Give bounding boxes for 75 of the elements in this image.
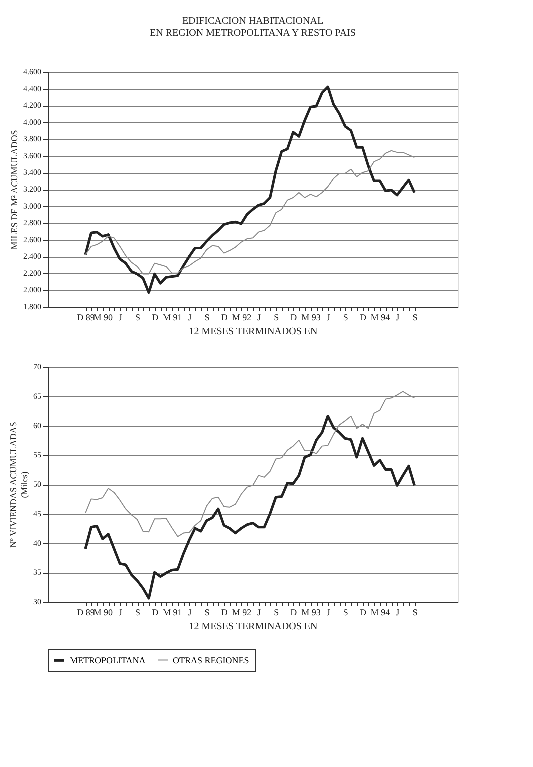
x-tick-label: S bbox=[136, 312, 141, 322]
x-tick-label: D 89 bbox=[77, 608, 96, 618]
x-tick-label: J bbox=[188, 608, 192, 618]
x-tick-label: M 93 bbox=[302, 608, 322, 618]
y-tick-label: 65 bbox=[34, 392, 42, 401]
y-tick-label: 2.600 bbox=[24, 235, 42, 244]
x-tick-label: S bbox=[204, 608, 210, 618]
x-tick-label: D bbox=[152, 312, 160, 322]
x-tick-label: M 90 bbox=[94, 312, 114, 322]
x-tick-label: D bbox=[290, 608, 298, 618]
line-series bbox=[84, 86, 416, 294]
x-tick-label: M 91 bbox=[163, 312, 182, 322]
x-tick-label: S bbox=[136, 608, 141, 618]
x-axis-title: 12 MESES TERMINADOS EN bbox=[189, 622, 318, 632]
x-tick-label: M 93 bbox=[302, 312, 322, 322]
y-tick-label: 3.200 bbox=[24, 185, 42, 194]
y-axis-title: MILES DE M² ACUMULADOS bbox=[10, 130, 20, 250]
x-tick-label: S bbox=[412, 312, 418, 322]
legend-label: OTRAS REGIONES bbox=[173, 655, 250, 666]
x-tick-label: S bbox=[274, 312, 280, 322]
x-tick-label: D bbox=[221, 312, 228, 322]
x-tick-label: J bbox=[396, 608, 400, 618]
y-tick-label: 3.600 bbox=[24, 151, 42, 160]
y-tick-label: 2.400 bbox=[24, 252, 42, 262]
line-series bbox=[84, 415, 416, 600]
y-tick-label: 30 bbox=[34, 598, 42, 606]
x-tick-label: S bbox=[343, 312, 348, 322]
y-tick-label: 50 bbox=[34, 480, 42, 489]
y-tick-label: 60 bbox=[34, 421, 42, 430]
y-tick-label: 1.800 bbox=[24, 302, 42, 312]
y-tick-label: 2.000 bbox=[24, 286, 42, 295]
x-tick-label: J bbox=[118, 312, 123, 322]
y-tick-label: 40 bbox=[34, 538, 42, 548]
x-tick-label: J bbox=[258, 312, 262, 322]
x-tick-label: M 91 bbox=[163, 608, 182, 618]
y-tick-label: 4.200 bbox=[24, 101, 42, 110]
y-tick-label: 45 bbox=[34, 509, 42, 518]
x-tick-label: D 89 bbox=[77, 312, 96, 322]
x-tick-label: J bbox=[188, 312, 192, 322]
legend-label: METROPOLITANA bbox=[70, 656, 146, 666]
y-tick-label: 4.400 bbox=[24, 84, 42, 94]
y-tick-label: 4.000 bbox=[24, 118, 42, 127]
x-tick-label: J bbox=[258, 608, 262, 618]
x-tick-label: D bbox=[360, 608, 367, 618]
x-tick-label: S bbox=[343, 608, 348, 618]
x-tick-label: D bbox=[221, 608, 228, 618]
x-tick-label: M 90 bbox=[94, 608, 114, 618]
x-tick-label: M 92 bbox=[232, 312, 252, 322]
y-tick-label: 2.800 bbox=[24, 218, 42, 228]
x-tick-label: D bbox=[290, 312, 298, 322]
y-tick-label: 55 bbox=[34, 450, 42, 460]
y-tick-label: 3.400 bbox=[24, 168, 42, 178]
y-axis-title: Nº VIVIENDAS ACUMULADAS (Miles) bbox=[8, 422, 30, 548]
y-tick-label: 35 bbox=[34, 568, 42, 578]
x-tick-label: J bbox=[326, 608, 331, 618]
x-axis-title: 12 MESES TERMINADOS EN bbox=[189, 326, 318, 338]
line-series bbox=[85, 391, 416, 538]
x-tick-label: S bbox=[204, 312, 210, 322]
x-tick-label: S bbox=[412, 608, 418, 618]
x-tick-label: S bbox=[274, 608, 280, 618]
x-tick-label: M 94 bbox=[370, 608, 391, 618]
y-tick-label: 3.800 bbox=[24, 134, 42, 144]
y-tick-label: 2.200 bbox=[24, 268, 42, 278]
x-tick-label: D bbox=[152, 608, 160, 618]
x-tick-label: M 92 bbox=[232, 608, 252, 618]
x-tick-label: J bbox=[118, 608, 123, 618]
y-tick-label: 3.000 bbox=[24, 202, 42, 211]
line-series bbox=[85, 150, 416, 275]
x-tick-label: M 94 bbox=[370, 312, 391, 322]
x-tick-label: D bbox=[360, 312, 367, 322]
chart-title: EDIFICACION HABITACIONAL EN REGION METROPOLITANA Y RESTO PAIS bbox=[150, 16, 356, 39]
x-tick-label: J bbox=[326, 312, 331, 322]
y-tick-label: 4.600 bbox=[24, 68, 42, 76]
x-tick-label: J bbox=[396, 312, 400, 322]
y-tick-label: 70 bbox=[34, 362, 42, 372]
